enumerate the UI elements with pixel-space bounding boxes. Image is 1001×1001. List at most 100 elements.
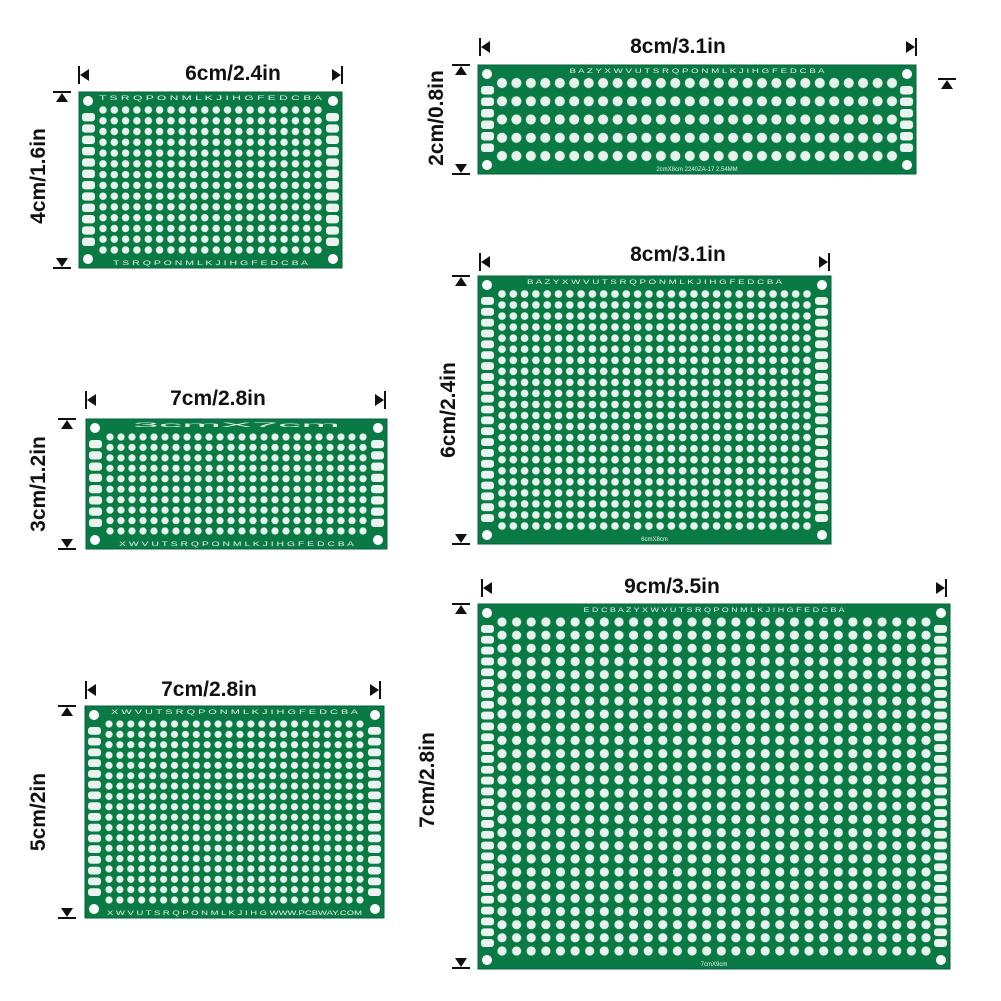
pcb-hole <box>789 669 800 680</box>
edge-pad <box>481 765 494 774</box>
pcb-hole <box>204 443 214 452</box>
pcb-hole <box>236 813 244 822</box>
pcb-hole <box>246 823 255 832</box>
pcb-hole <box>644 411 654 420</box>
pcb-hole <box>628 801 639 812</box>
pcb-hole <box>614 617 624 627</box>
pcb-hole <box>268 844 277 853</box>
pcb-hole <box>236 782 244 791</box>
edge-pad <box>481 132 494 141</box>
pcb-hole <box>877 656 888 667</box>
pcb-hole <box>215 464 225 473</box>
pcb-hole <box>526 788 537 799</box>
pcb-hole <box>226 516 236 525</box>
pcb-hole <box>148 720 157 728</box>
pcb-hole <box>633 300 642 310</box>
pcb-hole <box>622 466 631 476</box>
pcb-hole <box>245 192 255 201</box>
pcb-hole <box>727 77 739 89</box>
edge-pad <box>326 169 339 178</box>
pcb-hole <box>511 801 522 812</box>
pcb-hole <box>356 761 364 770</box>
pcb-hole <box>193 464 203 473</box>
pcb-hole <box>643 893 654 904</box>
pcb-hole <box>526 814 537 825</box>
pcb-hole <box>644 344 654 354</box>
edge-pad <box>89 485 102 494</box>
pcb-hole <box>345 740 354 749</box>
pcb-hole <box>877 853 888 864</box>
pcb-hole <box>599 333 608 343</box>
pcb-hole <box>588 344 597 354</box>
pcb-hole <box>160 474 170 483</box>
pcb-hole <box>170 720 179 728</box>
pcb-hole <box>669 77 681 89</box>
pcb-hole <box>279 792 288 801</box>
pcb-hole <box>780 389 789 398</box>
pcb-hole <box>745 722 756 733</box>
pcb-hole <box>166 181 176 190</box>
pcb-hole <box>127 526 137 536</box>
pcb-board-6x8: B A Z Y X W V U T S R Q P O N M L K J I … <box>477 275 832 545</box>
pcb-hole <box>279 875 288 884</box>
pcb-hole <box>599 893 610 904</box>
pcb-hole <box>734 477 744 487</box>
pcb-hole <box>891 801 902 812</box>
pcb-hole <box>225 720 233 728</box>
pcb-hole <box>701 300 710 310</box>
pcb-hole <box>166 116 176 125</box>
pcb-hole <box>847 774 858 785</box>
pcb-hole <box>105 844 113 853</box>
pcb-hole <box>760 735 771 746</box>
edge-pad <box>815 373 828 381</box>
pcb-hole <box>132 148 142 158</box>
pcb-hole <box>178 170 187 179</box>
pcb-hole <box>862 630 873 641</box>
pcb-hole <box>628 656 639 667</box>
pcb-hole <box>760 722 771 733</box>
pcb-hole <box>768 378 778 387</box>
pcb-hole <box>643 801 654 812</box>
pcb-hole <box>802 344 812 354</box>
pcb-hole <box>257 720 266 728</box>
pcb-hole <box>610 289 620 299</box>
pcb-hole <box>334 885 343 894</box>
pcb-hole <box>713 77 725 89</box>
pcb-hole <box>906 867 917 877</box>
pcb-hole <box>115 720 124 728</box>
pcb-hole <box>181 740 190 749</box>
pcb-hole <box>270 432 280 442</box>
pcb-hole <box>628 853 639 864</box>
edge-pad <box>481 863 494 872</box>
pcb-hole <box>200 127 209 136</box>
pcb-hole <box>644 433 654 442</box>
edge-pad <box>82 169 95 178</box>
pcb-hole <box>223 159 232 168</box>
edge-pad <box>88 759 101 767</box>
pcb-hole <box>734 289 744 299</box>
pcb-hole <box>921 853 931 864</box>
pcb-hole <box>730 709 741 720</box>
pcb-hole <box>576 411 586 420</box>
pcb-hole <box>137 802 146 811</box>
pcb-hole <box>356 844 364 853</box>
pcb-hole <box>597 132 609 144</box>
pcb-hole <box>144 224 153 233</box>
pcb-hole <box>774 906 785 917</box>
pcb-hole <box>828 114 840 125</box>
pcb-hole <box>171 506 181 515</box>
pcb-hole <box>526 643 537 654</box>
pcb-hole <box>614 630 624 641</box>
pcb-board-4x6: T S R Q P O N M L K J I H G F E D C B AT… <box>78 91 343 269</box>
pcb-hole <box>891 880 902 891</box>
pcb-hole <box>155 235 164 244</box>
width-dimension: 7cm/2.8in <box>85 387 386 410</box>
pcb-hole <box>745 735 756 746</box>
edge-pad <box>481 830 494 839</box>
pcb-hole <box>921 840 931 851</box>
pcb-hole <box>804 656 814 667</box>
pcb-hole <box>716 880 727 891</box>
pcb-hole <box>358 506 368 515</box>
pcb-hole <box>672 761 683 772</box>
pcb-hole <box>774 919 785 930</box>
